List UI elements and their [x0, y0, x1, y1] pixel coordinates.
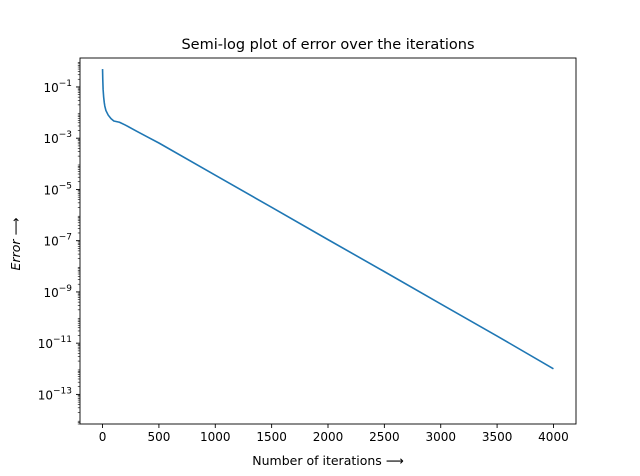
x-axis-label: Number of iterations ⟶ [252, 453, 404, 468]
y-tick-label: 10−5 [43, 181, 72, 197]
y-tick-label: 10−1 [43, 79, 72, 95]
x-tick-label: 3500 [482, 430, 513, 444]
x-tick-label: 2000 [313, 430, 344, 444]
y-axis-label-arrow: ⟶ [8, 217, 23, 235]
y-tick-label: 10−7 [43, 233, 72, 249]
y-tick-label: 10−13 [38, 386, 72, 402]
x-tick-label: 1000 [200, 430, 231, 444]
y-tick-label: 10−3 [43, 130, 72, 146]
y-axis-label: Error ⟶ [8, 217, 23, 270]
axis-ticks: 0 500 1000 1500 2000 2500 3000 3500 4000 10−1 10−3… [38, 62, 569, 444]
x-tick-label: 500 [147, 430, 170, 444]
x-tick-label: 4000 [538, 430, 569, 444]
chart-title: Semi-log plot of error over the iteratio… [181, 37, 474, 53]
x-tick-label: 3000 [425, 430, 456, 444]
x-tick-label: 1500 [256, 430, 287, 444]
x-tick-label: 0 [99, 430, 107, 444]
x-axis-label-text: Number of iterations [252, 453, 382, 468]
x-tick-label: 2500 [369, 430, 400, 444]
x-axis-label-arrow: ⟶ [386, 453, 404, 468]
y-tick-label: 10−9 [43, 284, 72, 300]
error-series-line [101, 69, 554, 370]
y-tick-label: 10−11 [38, 335, 72, 351]
y-axis-label-text: Error [8, 239, 23, 271]
